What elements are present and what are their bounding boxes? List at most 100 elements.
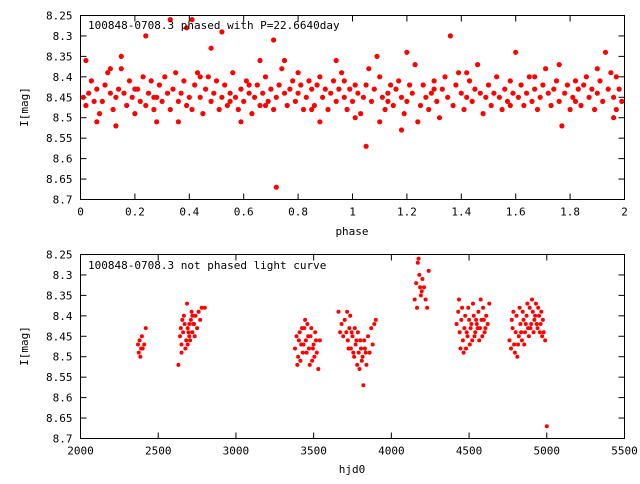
top-data-point — [271, 106, 277, 113]
top-data-point — [295, 70, 301, 76]
bottom-data-point — [351, 350, 356, 355]
bottom-data-point — [187, 322, 192, 326]
bottom-data-point — [142, 342, 147, 347]
top-data-point — [461, 106, 467, 113]
top-data-point — [211, 90, 217, 96]
top-chart-title: 100848-0708.3 phased with P=22.6640day — [88, 19, 340, 32]
bottom-data-point — [476, 309, 481, 314]
bottom-x-tick-label: 4500 — [456, 445, 483, 458]
top-data-point — [170, 86, 176, 92]
bottom-data-point — [339, 322, 344, 326]
top-data-point — [167, 106, 173, 113]
bottom-data-point — [314, 338, 318, 343]
top-data-point — [352, 115, 358, 121]
top-data-point — [333, 57, 339, 64]
bottom-data-point — [507, 338, 512, 343]
bottom-data-point — [195, 326, 200, 331]
top-data-point — [86, 90, 92, 96]
top-data-point — [216, 106, 222, 113]
top-data-point — [608, 70, 614, 76]
bottom-data-point — [533, 301, 538, 306]
bottom-data-point — [463, 313, 468, 318]
bottom-data-point — [345, 309, 350, 314]
bottom-data-point — [527, 305, 532, 310]
bottom-data-point — [181, 330, 186, 335]
bottom-data-point — [512, 342, 517, 347]
bottom-y-tick-label: 8.25 — [46, 249, 73, 262]
top-data-point — [428, 90, 434, 96]
top-data-point — [412, 62, 418, 68]
top-data-point — [309, 106, 315, 113]
top-data-point — [521, 102, 527, 109]
top-data-point — [494, 74, 500, 80]
top-data-point — [483, 94, 489, 100]
bottom-data-point — [473, 330, 478, 335]
bottom-x-tick-label: 2000 — [67, 445, 94, 458]
top-y-tick-labels: 8.25 8.3 8.35 8.4 8.45 8.5 8.55 8.6 8.65 8.7 — [46, 10, 73, 207]
bottom-plot-frame — [80, 254, 625, 439]
top-data-point — [529, 98, 535, 104]
top-data-point — [235, 106, 241, 113]
top-data-point — [374, 53, 380, 60]
top-data-point — [458, 90, 464, 96]
bottom-data-point — [297, 330, 302, 335]
bottom-data-point — [355, 330, 360, 335]
top-x-tick-label: 0.6 — [234, 206, 254, 219]
bottom-x-tick-label: 5500 — [611, 445, 638, 458]
top-data-point — [238, 86, 244, 92]
top-data-point — [567, 106, 573, 113]
top-data-point — [344, 106, 350, 113]
top-data-point — [208, 45, 214, 51]
top-data-point — [208, 98, 214, 104]
top-y-tick-label: 8.6 — [53, 153, 73, 166]
top-data-point — [121, 90, 127, 96]
top-data-point — [143, 33, 149, 39]
top-data-point — [330, 78, 337, 84]
top-y-axis-label: I[mag] — [18, 87, 31, 127]
bottom-data-point — [300, 350, 305, 355]
bottom-data-point — [199, 305, 204, 310]
top-data-point — [434, 98, 440, 104]
bottom-x-tick-label: 5000 — [534, 445, 561, 458]
bottom-data-point — [516, 342, 520, 347]
top-data-point — [322, 86, 328, 92]
top-data-point — [477, 90, 483, 96]
bottom-data-point — [485, 322, 490, 326]
top-data-point — [118, 53, 124, 60]
top-data-point — [347, 86, 353, 92]
bottom-data-point — [466, 305, 471, 310]
top-data-point — [450, 102, 456, 109]
top-data-point — [232, 94, 239, 100]
bottom-data-point — [464, 346, 468, 351]
top-data-point — [102, 82, 108, 88]
bottom-data-point — [471, 301, 475, 306]
top-data-point — [360, 94, 366, 100]
bottom-data-point — [139, 334, 144, 339]
bottom-data-point — [462, 326, 467, 331]
top-data-point — [407, 82, 413, 88]
bottom-tick-marks — [80, 254, 625, 439]
top-x-axis-label: phase — [335, 225, 368, 238]
bottom-data-point — [344, 330, 349, 335]
top-data-point — [613, 106, 619, 113]
top-data-point — [543, 66, 549, 72]
top-data-point — [175, 119, 181, 125]
top-data-point — [409, 90, 415, 96]
top-data-point — [224, 102, 230, 109]
top-data-point — [575, 86, 581, 92]
top-data-point — [181, 78, 187, 84]
top-data-point — [431, 78, 437, 84]
bottom-data-point — [468, 326, 473, 331]
top-data-point — [164, 90, 171, 96]
top-data-point — [257, 102, 263, 109]
top-data-point — [238, 119, 244, 125]
bottom-data-point — [537, 313, 541, 318]
top-x-tick-label: 1 — [349, 206, 356, 219]
top-data-point — [404, 49, 410, 55]
top-data-point — [524, 90, 530, 96]
bottom-y-tick-label: 8.45 — [46, 330, 73, 343]
top-data-point — [439, 86, 445, 92]
top-data-point — [113, 94, 119, 100]
top-data-point — [227, 98, 233, 104]
